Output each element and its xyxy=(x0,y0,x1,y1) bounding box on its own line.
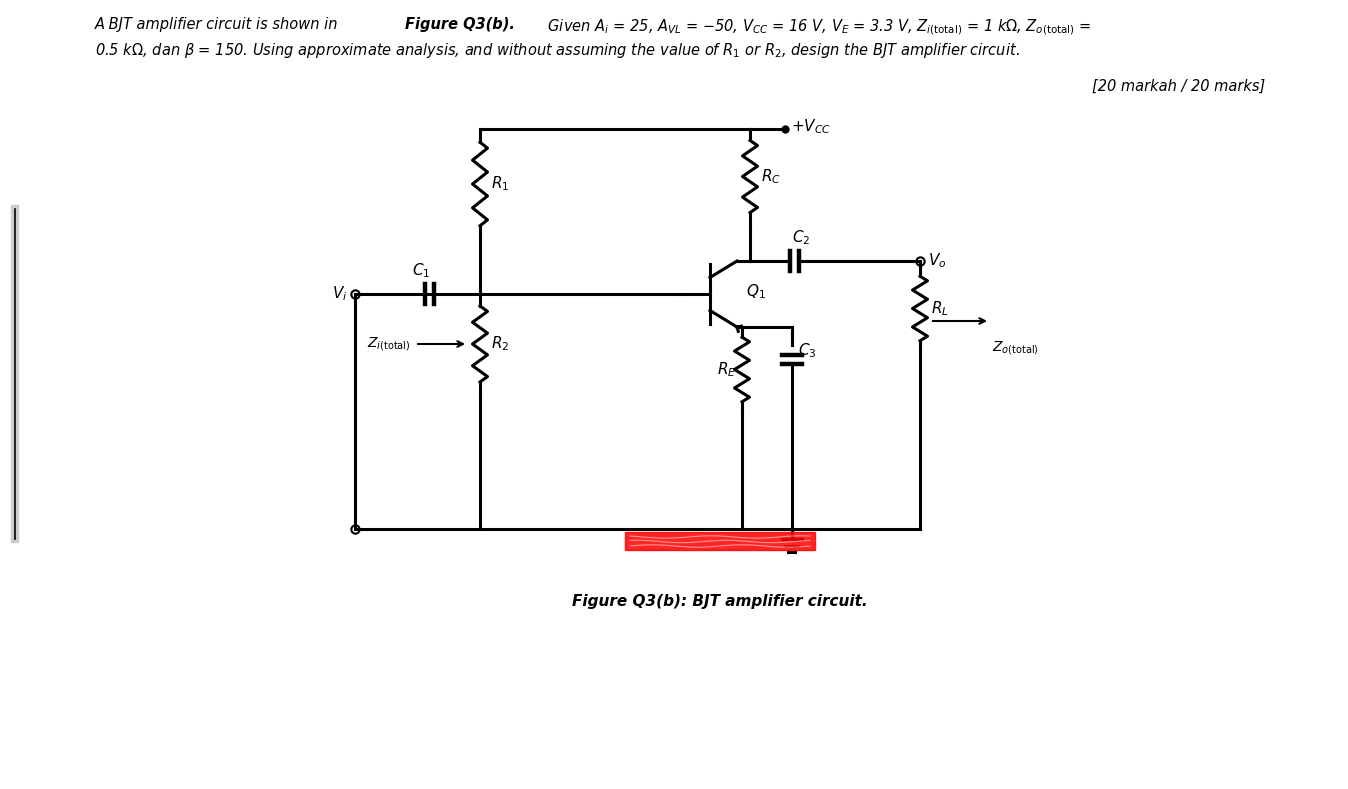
Text: A BJT amplifier circuit is shown in: A BJT amplifier circuit is shown in xyxy=(94,17,344,32)
Text: [20 markah / 20 marks]: [20 markah / 20 marks] xyxy=(1092,79,1264,94)
Text: $C_1$: $C_1$ xyxy=(412,261,430,280)
Text: $V_i$: $V_i$ xyxy=(332,285,346,303)
Text: $C_2$: $C_2$ xyxy=(793,228,810,247)
Text: $+V_{CC}$: $+V_{CC}$ xyxy=(791,118,832,136)
Text: $Z_{i\mathrm{(total)}}$: $Z_{i\mathrm{(total)}}$ xyxy=(367,335,410,353)
Text: 0.5 k$\Omega$, dan $\beta$ = 150. Using approximate analysis, and without assumi: 0.5 k$\Omega$, dan $\beta$ = 150. Using … xyxy=(94,41,1019,60)
Text: $Q_1$: $Q_1$ xyxy=(745,282,766,301)
Text: Given $A_i$ = 25, $A_{VL}$ = $-$50, $V_{CC}$ = 16 V, $V_E$ = 3.3 V, $Z_{i\mathrm: Given $A_i$ = 25, $A_{VL}$ = $-$50, $V_{… xyxy=(543,17,1092,36)
Text: $R_C$: $R_C$ xyxy=(762,167,780,186)
Text: $C_3$: $C_3$ xyxy=(798,342,817,361)
Text: $V_o$: $V_o$ xyxy=(927,252,946,271)
Text: $R_2$: $R_2$ xyxy=(491,335,510,353)
Text: Figure Q3(b).: Figure Q3(b). xyxy=(404,17,515,32)
Text: $R_L$: $R_L$ xyxy=(931,299,949,318)
Text: $Z_{o\mathrm{(total)}}$: $Z_{o\mathrm{(total)}}$ xyxy=(992,339,1039,357)
Text: $R_E$: $R_E$ xyxy=(717,360,736,379)
Text: Figure Q3(b): BJT amplifier circuit.: Figure Q3(b): BJT amplifier circuit. xyxy=(572,594,868,609)
Text: $R_1$: $R_1$ xyxy=(491,174,510,193)
FancyBboxPatch shape xyxy=(625,532,816,550)
